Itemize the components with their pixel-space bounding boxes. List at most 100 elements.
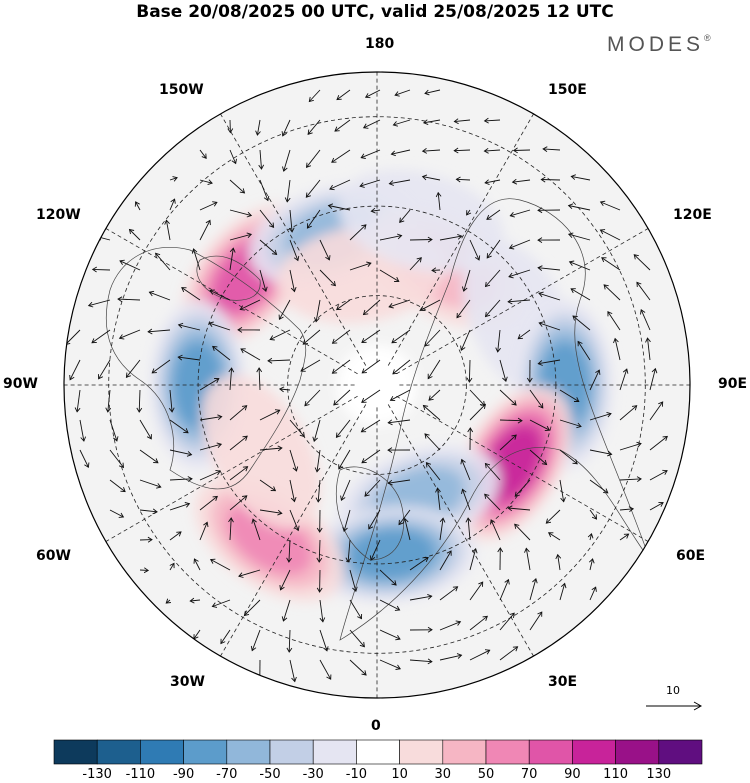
wind-arrow	[619, 476, 642, 482]
colorbar-tick: 30	[434, 767, 452, 782]
wind-arrow	[199, 414, 223, 421]
wind-arrow	[540, 176, 561, 183]
wind-arrow	[199, 442, 223, 451]
wind-arrow	[177, 354, 201, 361]
wind-arrow	[256, 367, 263, 391]
wind-arrow	[316, 509, 323, 533]
wind-arrow	[422, 119, 441, 126]
wind-arrow	[537, 265, 561, 271]
wind-arrow	[259, 445, 283, 452]
wind-arrow	[229, 495, 248, 511]
wind-arrow	[199, 469, 221, 481]
wind-arrow	[255, 119, 261, 136]
wind-arrow	[529, 577, 538, 601]
colorbar-swatch	[442, 739, 487, 765]
wind-arrow	[619, 368, 629, 391]
wind-arrow	[424, 433, 441, 451]
colorbar-swatch	[53, 739, 98, 765]
wind-arrow	[289, 239, 300, 262]
wind-arrow	[435, 487, 441, 511]
wind-arrow	[259, 479, 277, 492]
wind-arrow	[484, 299, 501, 318]
wind-arrow	[199, 179, 213, 186]
modes-logo: MODES®	[607, 33, 711, 56]
wind-arrow	[439, 517, 446, 541]
wind-arrow	[428, 389, 441, 401]
colorbar-tick: -50	[259, 767, 281, 782]
colorbar-swatch	[485, 739, 530, 765]
wind-arrow	[279, 569, 291, 591]
label-lon-120e: 120E	[673, 207, 712, 223]
reference-vector	[646, 701, 703, 711]
coastlines	[105, 198, 651, 641]
wind-arrow	[421, 148, 441, 154]
wind-arrow	[300, 359, 321, 372]
wind-arrow	[484, 269, 501, 288]
wind-arrow	[507, 298, 531, 305]
wind-arrow	[469, 403, 486, 421]
colorbar-swatch	[658, 739, 703, 765]
wind-arrow	[514, 523, 531, 541]
wind-arrow	[398, 509, 411, 526]
anomaly-contour	[201, 374, 321, 530]
wind-arrow	[240, 348, 261, 361]
wind-arrow	[128, 228, 141, 241]
wind-arrow	[499, 359, 508, 383]
wind-arrow	[319, 269, 336, 287]
wind-arrow	[342, 509, 351, 533]
reference-vector-label: 10	[666, 684, 680, 697]
wind-arrow	[424, 89, 441, 96]
wind-arrow	[229, 149, 237, 165]
wind-arrow	[139, 536, 153, 543]
wind-arrow	[308, 89, 321, 103]
wind-arrow	[511, 178, 531, 185]
colorbar-swatch	[399, 739, 444, 765]
wind-arrow	[538, 321, 561, 331]
wind-arrow	[469, 615, 488, 631]
wind-arrow	[460, 458, 471, 481]
wind-vectors	[65, 89, 668, 683]
wind-arrow	[193, 558, 201, 571]
wind-arrow	[199, 149, 207, 159]
wind-arrow	[136, 389, 143, 413]
wind-arrow	[603, 284, 621, 301]
colorbar-tick: 50	[477, 767, 495, 782]
wind-arrow	[537, 359, 561, 366]
label-lon-0: 0	[371, 718, 381, 734]
wind-arrow	[340, 479, 351, 501]
wind-arrow	[465, 517, 472, 541]
wind-arrow	[250, 629, 261, 652]
wind-arrow	[453, 147, 471, 154]
wind-arrow	[289, 659, 297, 683]
wind-arrow	[469, 581, 484, 601]
polar-cap	[337, 345, 417, 425]
wind-arrow	[389, 389, 411, 402]
wind-arrow	[199, 219, 211, 241]
wind-arrow	[259, 509, 283, 516]
wind-arrow	[599, 200, 621, 211]
wind-arrow	[139, 419, 152, 440]
wind-arrow	[538, 291, 561, 301]
wind-arrow	[238, 569, 261, 578]
wind-arrow	[258, 149, 265, 170]
wind-arrow	[425, 462, 441, 481]
wind-arrow	[259, 269, 268, 293]
wind-arrow	[619, 533, 630, 541]
wind-arrow	[286, 539, 292, 563]
wind-arrow	[499, 578, 510, 601]
wind-arrow	[484, 179, 501, 186]
wind-arrow	[568, 260, 591, 271]
wind-arrow	[362, 119, 381, 129]
wind-arrow	[147, 328, 171, 335]
wind-arrow	[649, 401, 664, 421]
wind-arrow	[315, 479, 322, 503]
wind-arrow	[391, 329, 411, 344]
wind-arrow	[165, 598, 171, 604]
wind-arrow	[169, 449, 193, 457]
wind-arrow	[316, 539, 323, 563]
wind-arrow	[155, 252, 171, 271]
wind-arrow	[388, 299, 411, 309]
wind-arrow	[281, 599, 291, 622]
wind-arrow	[599, 229, 621, 241]
wind-arrow	[529, 389, 544, 409]
